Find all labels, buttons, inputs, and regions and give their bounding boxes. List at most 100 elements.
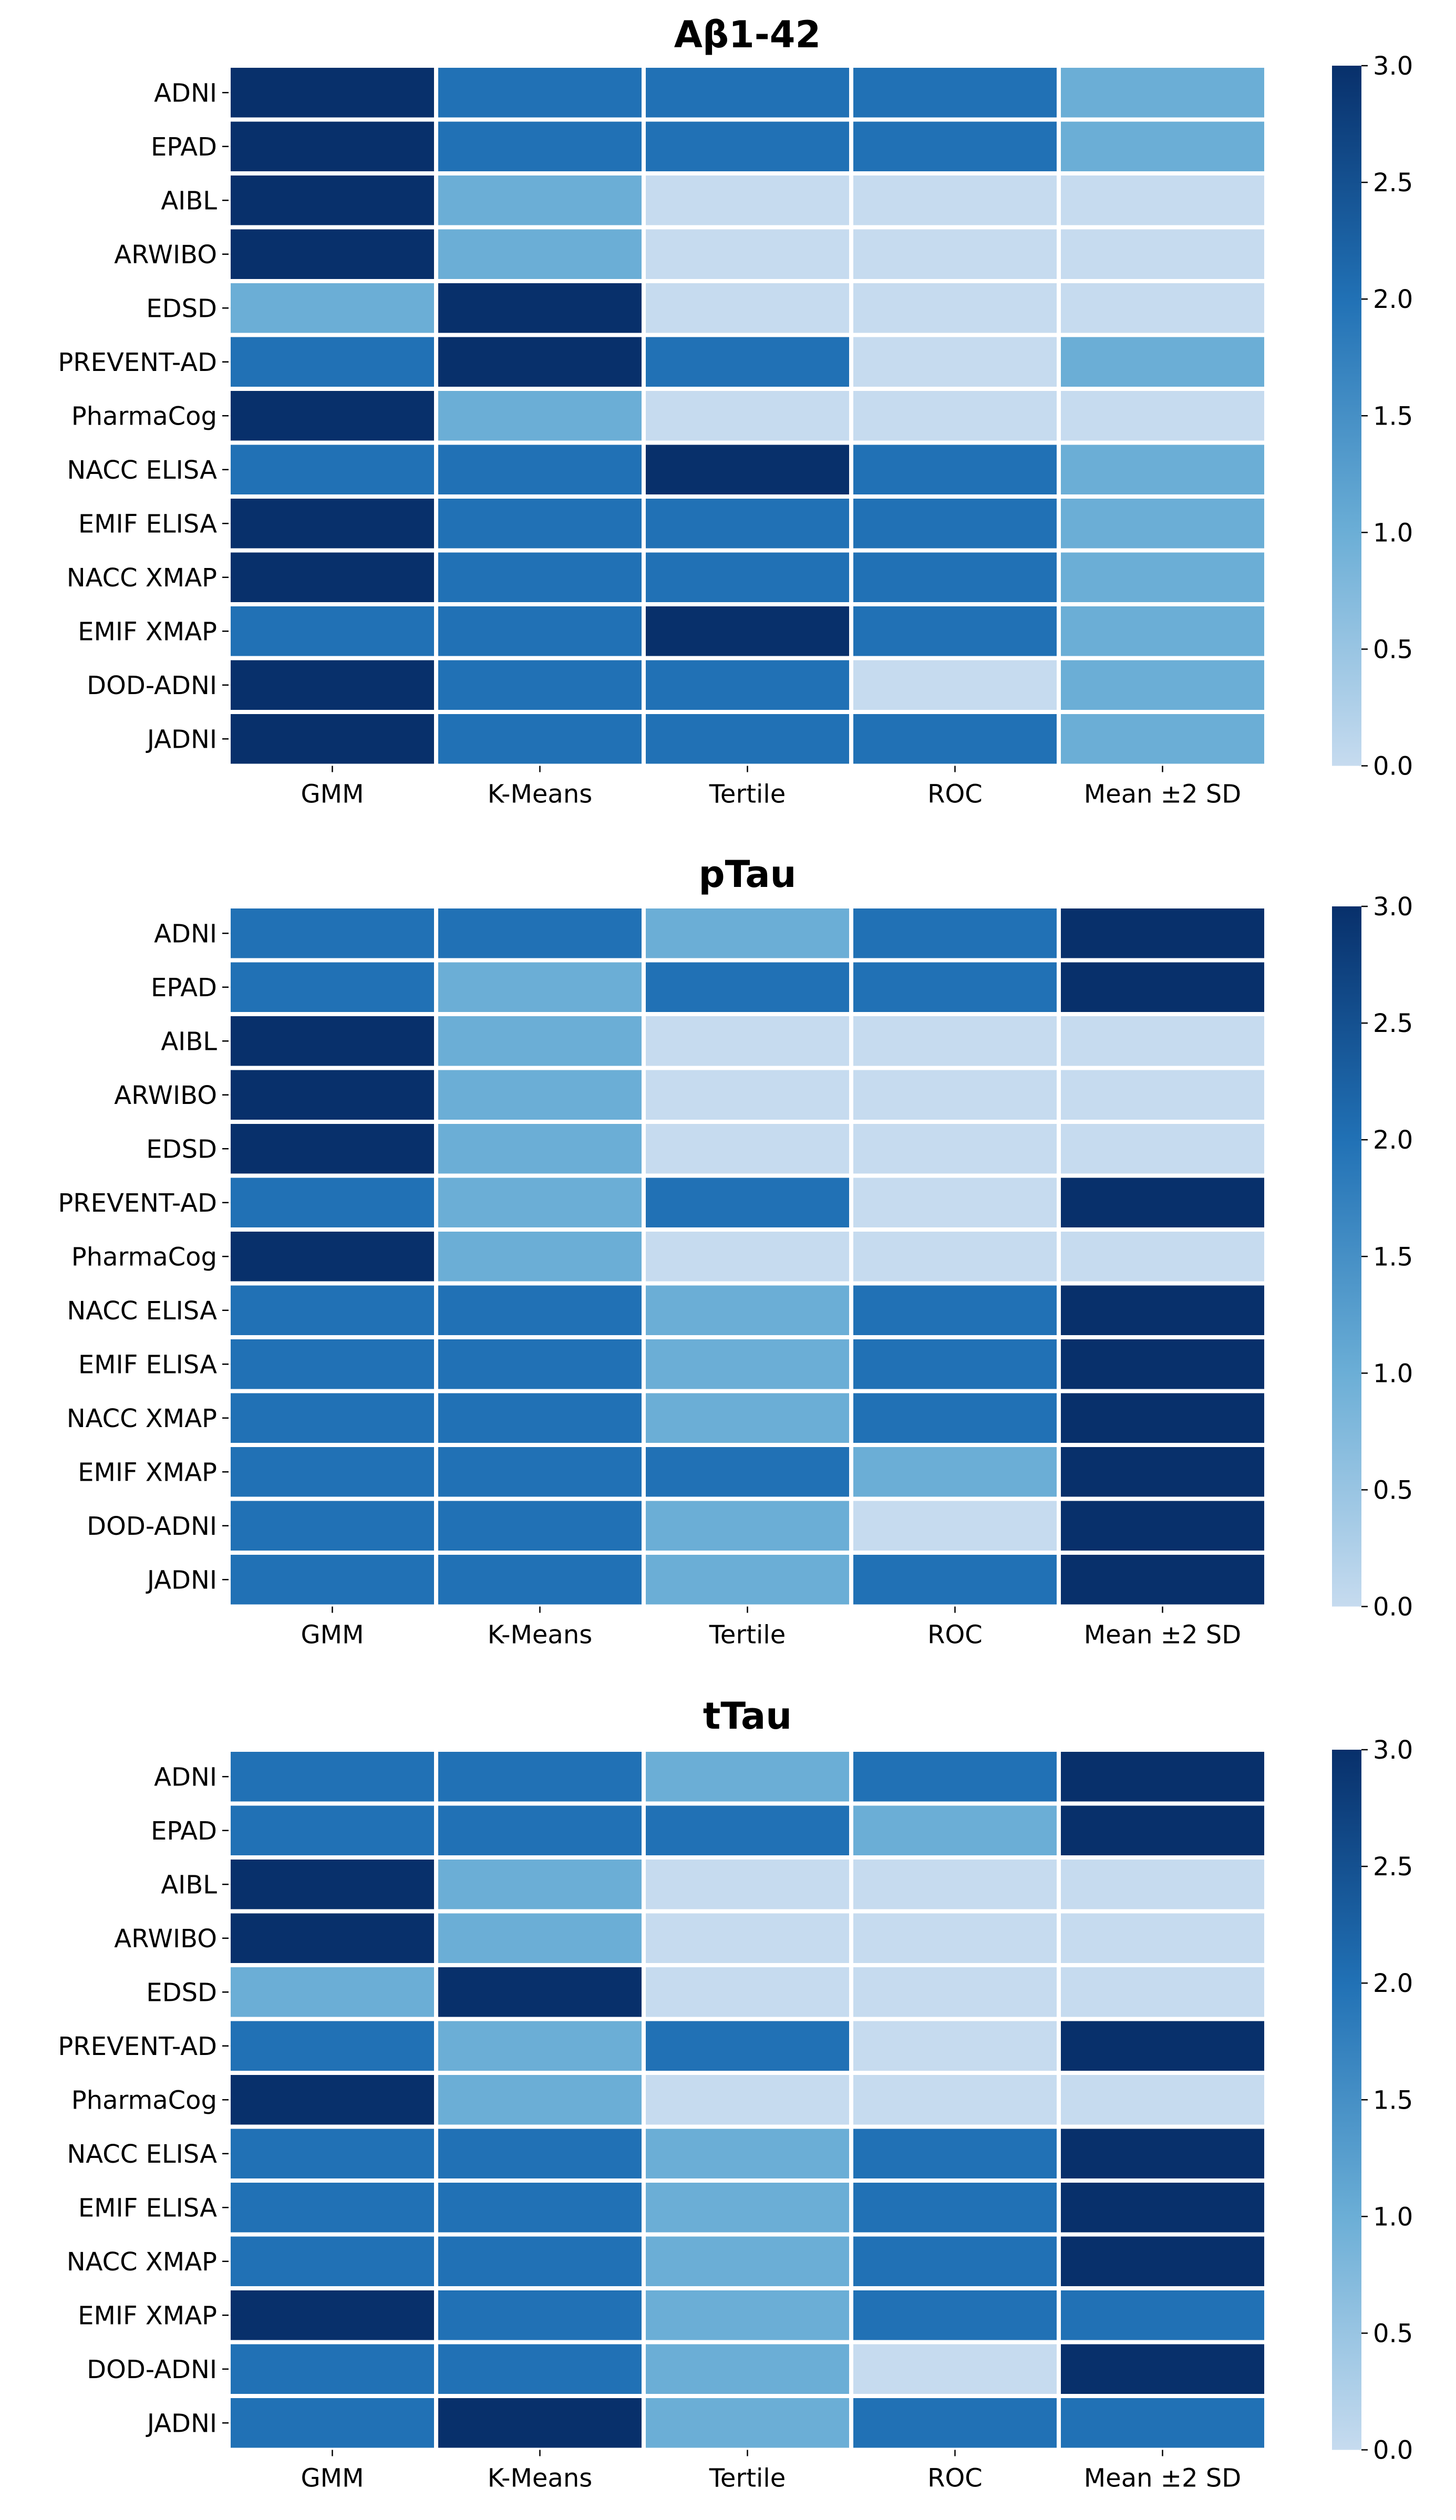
x-tick-label: Tertile <box>709 1620 786 1650</box>
heatmap-cell <box>1057 494 1268 553</box>
colorbar-tick-label: 1.0 <box>1373 1359 1413 1388</box>
heatmap-cell <box>226 117 438 175</box>
x-tick-label: K-Means <box>488 2464 593 2493</box>
heatmap-cell <box>226 2124 438 2183</box>
heatmap-cell <box>226 904 438 963</box>
heatmap-cell <box>849 2017 1061 2075</box>
heatmap-cell <box>642 1281 853 1339</box>
colorbar-tick-label: 3.0 <box>1373 892 1413 922</box>
colorbar-tick-label: 1.5 <box>1373 401 1413 431</box>
heatmap-cell <box>642 1389 853 1447</box>
colorbar-tick-label: 3.0 <box>1373 51 1413 81</box>
heatmap-cell <box>434 1963 646 2021</box>
heatmap-cell <box>226 710 438 768</box>
heatmap-cell <box>434 1012 646 1070</box>
x-tick-label: Tertile <box>709 780 786 809</box>
y-tick-label: EDSD <box>146 294 217 323</box>
x-tick-label: K-Means <box>488 780 593 809</box>
heatmap-cell <box>434 2178 646 2237</box>
heatmap-cell <box>642 958 853 1016</box>
y-tick-label: EDSD <box>146 1134 217 1164</box>
heatmap-cell <box>226 1066 438 1124</box>
heatmap-cell <box>642 1012 853 1070</box>
heatmap-cell <box>642 904 853 963</box>
heatmap-cell <box>226 1173 438 1232</box>
heatmap-cell <box>642 64 853 122</box>
heatmap-cell <box>434 1173 646 1232</box>
heatmap-cell <box>849 710 1061 768</box>
heatmap-cell <box>849 2286 1061 2345</box>
heatmap-cell <box>1057 1335 1268 1393</box>
heatmap-cell <box>1057 2340 1268 2398</box>
heatmap-cell <box>849 387 1061 445</box>
heatmap-cell <box>226 2340 438 2398</box>
heatmap-panel: Aβ1-42 ADNI EPAD AIBL ARWIBO EDSD PREVENT-AD Ph… <box>58 13 1413 809</box>
y-tick-label: NACC XMAP <box>67 563 217 593</box>
heatmap-cell <box>434 1909 646 1967</box>
colorbar <box>1332 906 1361 1607</box>
heatmap-cell <box>226 548 438 606</box>
x-tick-label: GMM <box>301 780 364 809</box>
heatmap-cell <box>1057 64 1268 122</box>
heatmap-cell <box>226 2232 438 2290</box>
heatmap-cell <box>849 1801 1061 1860</box>
heatmap-cell <box>434 1335 646 1393</box>
heatmap-cell <box>1057 171 1268 230</box>
heatmap-cell <box>849 2071 1061 2129</box>
heatmap-cell <box>226 1335 438 1393</box>
heatmap-cell <box>226 2017 438 2075</box>
colorbar <box>1332 1750 1361 2450</box>
heatmap-cell <box>226 440 438 499</box>
y-tick-label: EDSD <box>146 1978 217 2007</box>
heatmap-cell <box>1057 2124 1268 2183</box>
y-tick-label: EMIF XMAP <box>78 617 217 646</box>
heatmap-cell <box>434 1801 646 1860</box>
heatmap-cell <box>849 904 1061 963</box>
x-tick-label: ROC <box>927 1620 983 1650</box>
heatmap-cell <box>642 656 853 714</box>
y-tick-label: EPAD <box>151 1816 217 1846</box>
x-tick-label: Mean ±2 SD <box>1084 780 1241 809</box>
heatmap-cell <box>642 494 853 553</box>
heatmap-cell <box>849 1120 1061 1178</box>
heatmap-cell <box>434 2394 646 2452</box>
chart-title: pTau <box>699 853 797 896</box>
colorbar-tick-label: 0.0 <box>1373 752 1413 781</box>
heatmap-cell <box>642 548 853 606</box>
heatmap-cell <box>226 1551 438 1609</box>
y-tick-label: PREVENT-AD <box>58 2032 217 2061</box>
heatmap-cell <box>642 1748 853 1806</box>
y-tick-label: EMIF XMAP <box>78 1458 217 1487</box>
heatmap-cell <box>226 2178 438 2237</box>
heatmap-cell <box>1057 1012 1268 1070</box>
heatmap-cell <box>1057 1281 1268 1339</box>
heatmap-cell <box>642 117 853 175</box>
heatmap-cell <box>642 602 853 660</box>
heatmap-cell <box>642 2071 853 2129</box>
y-tick-label: AIBL <box>161 186 217 215</box>
heatmap-cell <box>226 387 438 445</box>
heatmap-cell <box>434 2286 646 2345</box>
heatmap-cell <box>434 656 646 714</box>
heatmap-cell <box>642 2340 853 2398</box>
x-tick-label: GMM <box>301 2464 364 2493</box>
heatmap-cell <box>849 171 1061 230</box>
heatmap-cell <box>1057 2232 1268 2290</box>
heatmap-cell <box>849 440 1061 499</box>
heatmap-cell <box>434 279 646 337</box>
heatmap-cell <box>849 1748 1061 1806</box>
heatmap-cell <box>434 958 646 1016</box>
heatmap-cell <box>434 602 646 660</box>
heatmap-cell <box>849 656 1061 714</box>
y-tick-label: EMIF ELISA <box>78 1350 217 1379</box>
heatmap-cell <box>642 1801 853 1860</box>
heatmap-cell <box>849 64 1061 122</box>
heatmap-cell <box>642 225 853 283</box>
heatmap-cell <box>849 602 1061 660</box>
heatmap-cell <box>1057 2394 1268 2452</box>
heatmap-cell <box>1057 2071 1268 2129</box>
heatmap-cell <box>642 2017 853 2075</box>
heatmap-cell <box>1057 1173 1268 1232</box>
heatmap-cell <box>1057 1066 1268 1124</box>
